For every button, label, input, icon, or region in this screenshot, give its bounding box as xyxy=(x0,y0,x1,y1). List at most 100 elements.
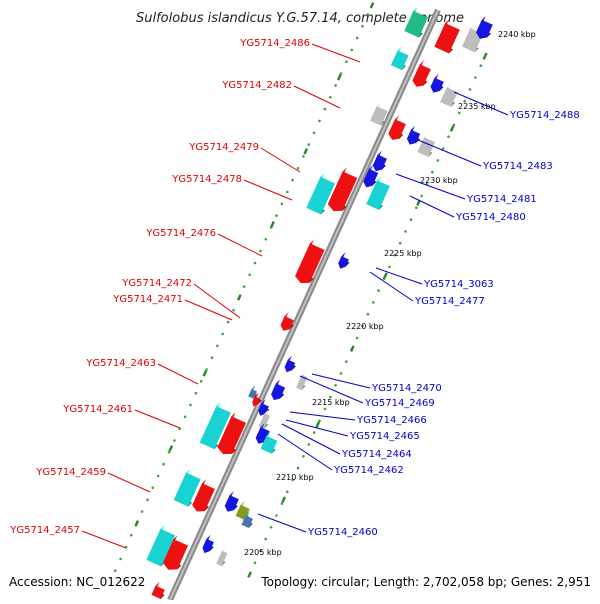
tick-dot xyxy=(479,64,483,67)
tick-dot xyxy=(339,372,343,375)
forward-gene-label[interactable]: YG5714_2457 xyxy=(9,525,80,536)
tick-dot xyxy=(194,391,198,395)
reverse-gene-label[interactable]: YG5714_2481 xyxy=(466,194,537,205)
gene-block xyxy=(173,472,201,507)
gene-block xyxy=(199,406,231,450)
gene-block xyxy=(306,176,336,215)
gene-block xyxy=(391,50,409,70)
tick-dot xyxy=(146,498,149,502)
gene-block xyxy=(388,119,406,140)
reverse-gene-label[interactable]: YG5714_2470 xyxy=(371,383,442,394)
major-tick xyxy=(237,294,242,301)
major-tick xyxy=(168,445,174,452)
forward-gene-label[interactable]: YG5714_2486 xyxy=(239,38,310,49)
major-tick xyxy=(270,221,275,228)
forward-gene-label[interactable]: YG5714_2471 xyxy=(112,294,183,305)
forward-gene-label[interactable]: YG5714_2478 xyxy=(171,174,242,185)
gene-block xyxy=(146,528,176,567)
tick-dot xyxy=(151,486,155,490)
tick-dot xyxy=(312,431,316,434)
tick-dot xyxy=(296,167,300,170)
tick-dot xyxy=(420,194,424,198)
tick-dot xyxy=(280,502,284,505)
gene-block xyxy=(151,585,165,599)
forward-gene-label[interactable]: YG5714_2463 xyxy=(85,358,156,369)
tick-dot xyxy=(140,510,144,513)
gene-block xyxy=(280,316,294,331)
tick-dot xyxy=(307,143,311,146)
forward-gene-label[interactable]: YG5714_2479 xyxy=(188,142,259,153)
gene-block xyxy=(241,515,254,528)
tick-dot xyxy=(130,533,133,537)
tick-dot xyxy=(372,301,375,304)
tick-dot xyxy=(366,312,370,316)
leader-line xyxy=(369,271,414,302)
leader-line xyxy=(134,409,181,429)
tick-dot xyxy=(404,230,407,233)
tick-dot xyxy=(296,466,300,470)
tick-dot xyxy=(441,147,445,150)
forward-gene-label[interactable]: YG5714_2476 xyxy=(145,228,216,239)
forward-gene-label[interactable]: YG5714_2459 xyxy=(35,467,106,478)
gene-block xyxy=(434,23,460,54)
gene-block xyxy=(417,137,436,157)
scale-labels: 2240 kbp 2235 kbp 2230 kbp 2225 kbp 2220… xyxy=(244,30,536,557)
gene-block xyxy=(258,413,271,429)
tick-dot xyxy=(259,249,262,253)
reverse-gene-label[interactable]: YG5714_2480 xyxy=(455,212,526,223)
gene-block xyxy=(476,19,493,39)
tick-dot xyxy=(468,88,472,91)
forward-gene-label[interactable]: YG5714_2472 xyxy=(121,278,192,289)
tick-dot xyxy=(113,569,117,572)
reverse-gene-label[interactable]: YG5714_2469 xyxy=(364,398,435,409)
major-tick xyxy=(349,345,355,352)
leader-line xyxy=(453,91,509,116)
tick-dot xyxy=(318,119,321,123)
reverse-gene-label[interactable]: YG5714_3063 xyxy=(423,279,494,290)
tick-dot xyxy=(307,443,311,446)
reverse-gene-label[interactable]: YG5714_2460 xyxy=(307,527,378,538)
gene-block xyxy=(260,435,278,454)
reverse-gene-labels: YG5714_2488 YG5714_2483 YG5714_2481 YG57… xyxy=(307,110,580,538)
forward-gene-label[interactable]: YG5714_2482 xyxy=(221,80,292,91)
tick-dot xyxy=(189,403,192,407)
major-tick xyxy=(383,272,388,279)
gene-block xyxy=(430,77,444,93)
tick-dot xyxy=(409,218,413,221)
topology-text: Topology: circular; Length: 2,702,058 bp… xyxy=(260,575,591,589)
gene-block xyxy=(248,388,258,399)
reverse-gene-label[interactable]: YG5714_2477 xyxy=(414,296,485,307)
forward-gene-label[interactable]: YG5714_2461 xyxy=(62,404,133,415)
scale-label: 2225 kbp xyxy=(384,249,422,258)
tick-dot xyxy=(377,289,380,292)
tick-dot xyxy=(226,320,230,324)
tick-dot xyxy=(345,360,348,363)
gene-block xyxy=(202,538,214,554)
reverse-gene-label[interactable]: YG5714_2465 xyxy=(349,431,420,442)
gene-block xyxy=(404,10,429,38)
tick-dot xyxy=(323,407,327,411)
tick-dot xyxy=(323,107,327,111)
leader-line xyxy=(184,299,233,321)
tick-dot xyxy=(334,84,337,87)
tick-dot xyxy=(264,238,268,241)
reverse-gene-label[interactable]: YG5714_2488 xyxy=(509,110,580,121)
tick-dot xyxy=(447,135,450,138)
reverse-gene-label[interactable]: YG5714_2462 xyxy=(333,465,404,476)
tick-dot xyxy=(361,324,364,328)
tick-dot xyxy=(286,490,289,494)
scale-label: 2210 kbp xyxy=(276,473,314,482)
gene-block xyxy=(363,168,379,188)
tick-dot xyxy=(329,395,332,399)
gene-block xyxy=(372,154,387,172)
reverse-gene-label[interactable]: YG5714_2464 xyxy=(341,449,412,460)
tick-dot xyxy=(156,474,160,478)
reverse-gene-label[interactable]: YG5714_2483 xyxy=(482,161,553,172)
tick-dot xyxy=(458,111,461,115)
gene-block xyxy=(271,383,286,401)
reverse-gene-label[interactable]: YG5714_2466 xyxy=(356,415,427,426)
gene-block xyxy=(412,64,431,87)
gene-block xyxy=(406,129,421,145)
leader-line xyxy=(157,363,199,385)
scale-label: 2235 kbp xyxy=(458,102,496,111)
